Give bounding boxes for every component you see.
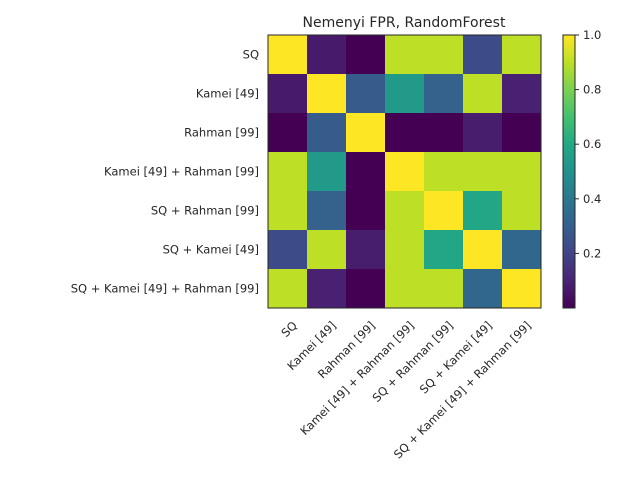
heatmap-cell — [502, 74, 542, 114]
chart-title: Nemenyi FPR, RandomForest — [303, 15, 506, 31]
heatmap-cell — [346, 74, 386, 114]
colorbar-tick-label: 0.2 — [583, 246, 601, 260]
colorbar-gradient — [562, 34, 576, 309]
y-tick-labels: SQ Kamei [49] Rahman [99] Kamei [49] + Rahm… — [71, 48, 259, 296]
heatmap-cell — [424, 35, 464, 75]
heatmap-cell — [268, 152, 308, 192]
colorbar: 0.2 0.4 0.6 0.8 1.0 — [562, 28, 601, 309]
heatmap-cell — [346, 35, 386, 75]
heatmap-cell — [424, 74, 464, 114]
heatmap-cell — [268, 230, 308, 270]
heatmap-cell — [268, 191, 308, 231]
heatmap-cell — [424, 152, 464, 192]
heatmap-cell — [502, 191, 542, 231]
y-tick-label: Rahman [99] — [184, 126, 259, 140]
heatmap-cell — [346, 113, 386, 153]
heatmap-cell — [268, 269, 308, 309]
heatmap-cell — [502, 113, 542, 153]
heatmap-cell — [307, 191, 347, 231]
heatmap-cell — [424, 191, 464, 231]
heatmap-cell — [307, 269, 347, 309]
plot-frame — [267, 34, 542, 309]
heatmap-cell — [463, 269, 503, 309]
y-tick-label: SQ + Kamei [49] + Rahman [99] — [71, 282, 259, 296]
x-tick-label: SQ — [278, 318, 299, 339]
heatmap-cell — [424, 113, 464, 153]
y-tick-label: SQ + Rahman [99] — [151, 204, 259, 218]
heatmap-cells — [267, 34, 542, 309]
heatmap-cell — [502, 152, 542, 192]
heatmap-cell — [463, 35, 503, 75]
heatmap-cell — [268, 35, 308, 75]
heatmap-cell — [268, 74, 308, 114]
y-tick-label: SQ — [243, 48, 259, 62]
heatmap-cell — [346, 152, 386, 192]
heatmap-cell — [307, 152, 347, 192]
heatmap-cell — [502, 230, 542, 270]
heatmap-cell — [463, 113, 503, 153]
x-tick-label: SQ + Kamei [49] — [417, 318, 495, 396]
heatmap-cell — [346, 269, 386, 309]
heatmap-cell — [424, 269, 464, 309]
heatmap-cell — [424, 230, 464, 270]
heatmap-cell — [346, 230, 386, 270]
heatmap-cell — [307, 35, 347, 75]
colorbar-tick-label: 1.0 — [583, 28, 601, 42]
y-tick-label: Kamei [49] — [196, 87, 259, 101]
y-tick-label: SQ + Kamei [49] — [163, 243, 259, 257]
heatmap-cell — [463, 152, 503, 192]
heatmap-cell — [463, 230, 503, 270]
heatmap-cell — [268, 113, 308, 153]
colorbar-tick-label: 0.6 — [583, 137, 601, 151]
heatmap-cell — [385, 230, 425, 270]
heatmap-cell — [385, 35, 425, 75]
heatmap-cell — [385, 191, 425, 231]
heatmap-cell — [385, 152, 425, 192]
heatmap-cell — [307, 230, 347, 270]
heatmap-cell — [463, 191, 503, 231]
heatmap-cell — [502, 269, 542, 309]
colorbar-tick-label: 0.4 — [583, 192, 601, 206]
y-tick-label: Kamei [49] + Rahman [99] — [104, 165, 259, 179]
heatmap-cell — [307, 74, 347, 114]
heatmap-cell — [307, 113, 347, 153]
heatmap-cell — [385, 269, 425, 309]
heatmap-cell — [346, 191, 386, 231]
heatmap-cell — [385, 74, 425, 114]
heatmap-cell — [385, 113, 425, 153]
colorbar-tick-label: 0.8 — [583, 83, 601, 97]
heatmap-cell — [502, 35, 542, 75]
heatmap-cell — [463, 74, 503, 114]
